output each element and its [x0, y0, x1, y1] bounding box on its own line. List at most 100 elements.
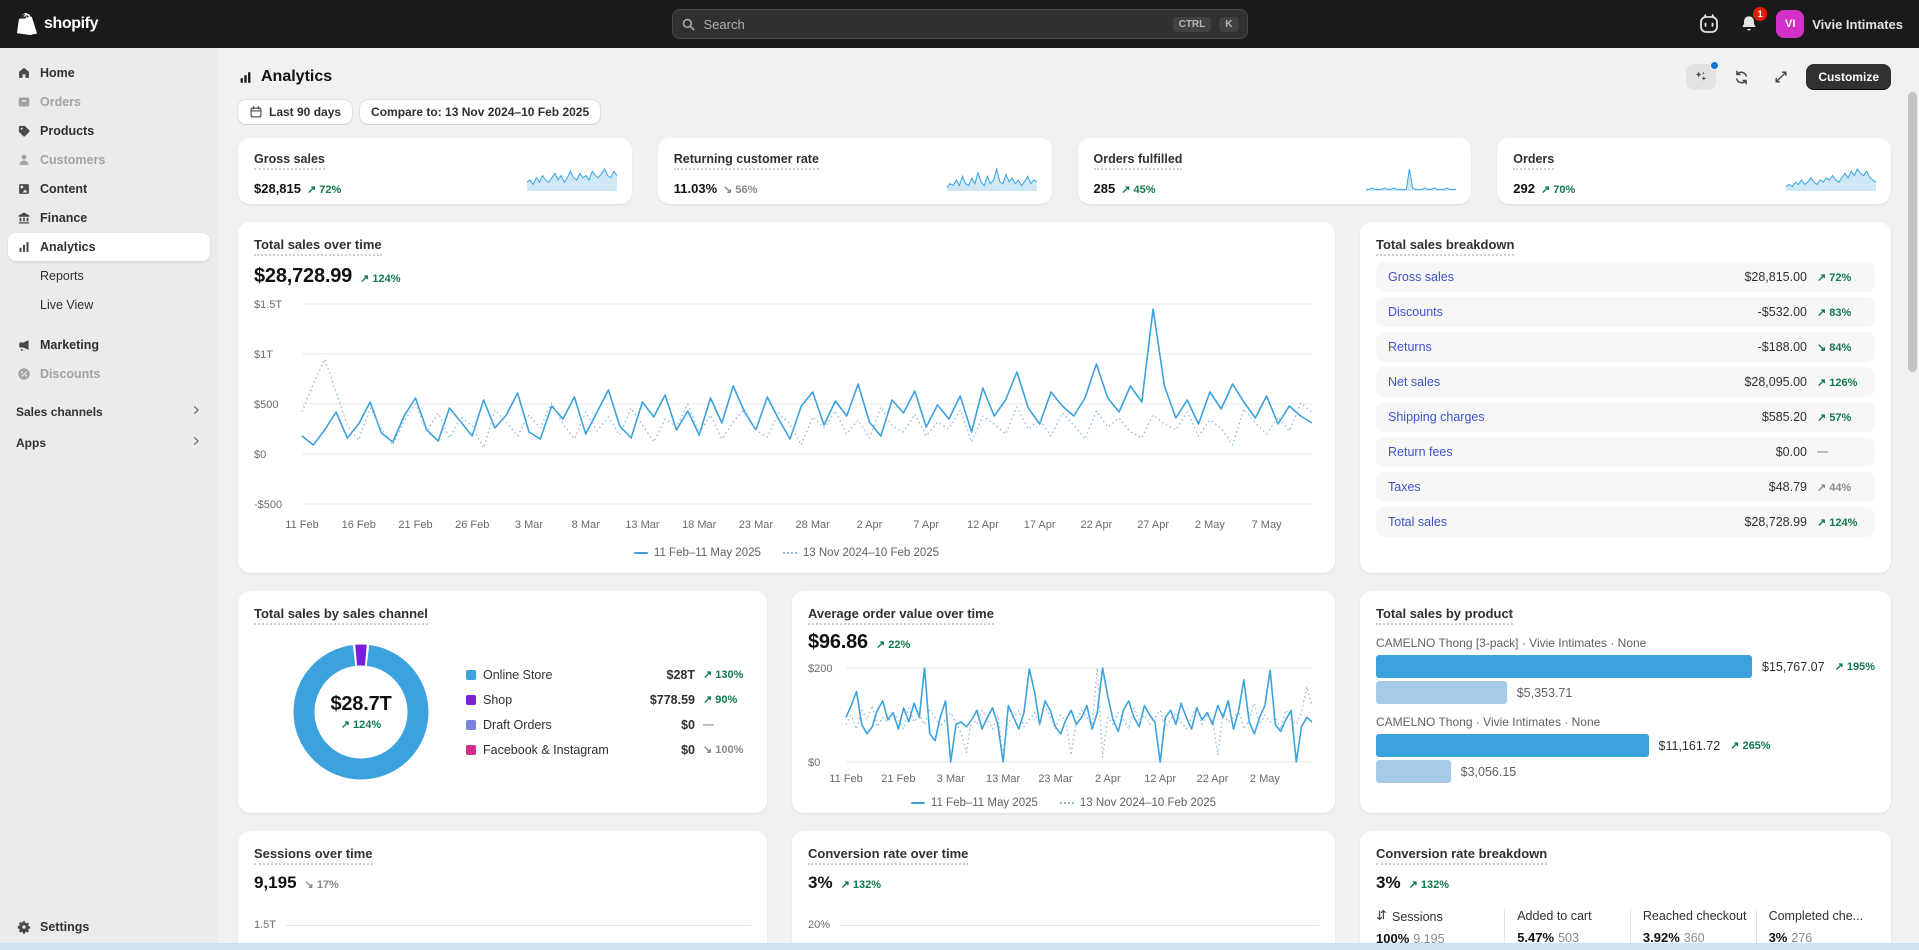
aov-value: $96.86 — [808, 631, 868, 654]
scrollbar-thumb[interactable] — [1908, 92, 1917, 372]
funnel-step-label: Added to cart — [1517, 909, 1591, 923]
legend-dotted-line-swatch — [1060, 802, 1074, 804]
sidebar-item-analytics[interactable]: Analytics — [8, 233, 210, 261]
sidekick-assistant-button[interactable] — [1696, 11, 1722, 37]
svg-text:$500: $500 — [254, 399, 278, 411]
marketing-icon — [16, 337, 32, 353]
breakdown-row-label[interactable]: Discounts — [1388, 305, 1758, 319]
metric-card-returning-customer-rate[interactable]: Returning customer rate11.03%↘ 56% — [658, 138, 1052, 204]
delta-badge-up: ↗ 124% — [341, 718, 381, 731]
total-sales-over-time-card: Total sales over time $28,728.99 ↗ 124% … — [238, 222, 1335, 573]
store-avatar: VI — [1776, 10, 1804, 38]
svg-text:2 Apr: 2 Apr — [1095, 773, 1121, 785]
sidebar-item-orders[interactable]: Orders — [8, 88, 210, 116]
card-title[interactable]: Sessions over time — [254, 846, 373, 865]
breakdown-row-discounts[interactable]: Discounts-$532.00↗ 83% — [1376, 297, 1875, 327]
breakdown-row-return-fees[interactable]: Return fees$0.00— — [1376, 437, 1875, 467]
channel-donut-chart[interactable]: $28.7T ↗ 124% — [286, 637, 436, 787]
aov-line-chart[interactable]: $200$011 Feb21 Feb3 Mar13 Mar23 Mar2 Apr… — [808, 658, 1319, 791]
shopify-bag-icon — [16, 12, 38, 36]
card-title[interactable]: Total sales over time — [254, 237, 382, 256]
logo-text: shopify — [44, 15, 98, 33]
breakdown-row-gross-sales[interactable]: Gross sales$28,815.00↗ 72% — [1376, 262, 1875, 292]
delta-badge-up: ↗ 124% — [1817, 516, 1863, 529]
card-title[interactable]: Average order value over time — [808, 606, 994, 625]
breakdown-row-label[interactable]: Returns — [1388, 340, 1758, 354]
notifications-button[interactable]: 1 — [1736, 11, 1762, 37]
delta-badge-up: ↗ 72% — [1817, 271, 1863, 284]
sidebar-item-marketing[interactable]: Marketing — [8, 331, 210, 359]
funnel-step-label: Completed che... — [1769, 909, 1864, 923]
customize-button[interactable]: Customize — [1806, 64, 1891, 90]
breakdown-row-net-sales[interactable]: Net sales$28,095.00↗ 126% — [1376, 367, 1875, 397]
product-current-bar[interactable] — [1376, 655, 1752, 678]
ai-insights-button[interactable] — [1686, 64, 1716, 90]
card-title[interactable]: Total sales breakdown — [1376, 237, 1514, 256]
channel-legend-row-shop[interactable]: Shop$778.59↗ 90% — [466, 687, 747, 712]
compare-button[interactable]: Compare to: 13 Nov 2024–10 Feb 2025 — [360, 100, 600, 124]
svg-text:18 Mar: 18 Mar — [682, 519, 717, 531]
search-input[interactable]: Search CTRL K — [672, 9, 1248, 39]
channel-name: Facebook & Instagram — [483, 743, 681, 757]
legend-label: 13 Nov 2024–10 Feb 2025 — [803, 547, 939, 559]
product-compare-bar-row: $3,056.15 — [1376, 760, 1875, 783]
metric-card-title: Orders fulfilled — [1094, 152, 1183, 170]
date-range-button[interactable]: Last 90 days — [238, 100, 352, 124]
total-sales-line-chart[interactable]: $1.5T$1T$500$0-$50011 Feb16 Feb21 Feb26 … — [254, 294, 1319, 537]
channel-legend-row-facebook-instagram[interactable]: Facebook & Instagram$0↘ 100% — [466, 737, 747, 762]
card-title[interactable]: Conversion rate breakdown — [1376, 846, 1547, 865]
breakdown-row-label[interactable]: Taxes — [1388, 480, 1769, 494]
delta-badge-up: ↗ 195% — [1835, 660, 1875, 673]
sidebar-section-sales-channels[interactable]: Sales channels — [16, 404, 202, 419]
sidebar-item-settings[interactable]: Settings — [8, 913, 210, 941]
delta-badge-up: ↗ 130% — [703, 668, 747, 681]
sidebar-item-live-view[interactable]: Live View — [8, 291, 210, 319]
sidebar-item-customers[interactable]: Customers — [8, 146, 210, 174]
refresh-button[interactable] — [1726, 64, 1756, 90]
channel-legend-row-online-store[interactable]: Online Store$28T↗ 130% — [466, 662, 747, 687]
fullscreen-button[interactable] — [1766, 64, 1796, 90]
funnel-step-header: Sessions — [1376, 909, 1504, 924]
sidebar-item-home[interactable]: Home — [8, 59, 210, 87]
sidebar-item-products[interactable]: Products — [8, 117, 210, 145]
breakdown-row-label[interactable]: Net sales — [1388, 375, 1744, 389]
card-title[interactable]: Conversion rate over time — [808, 846, 968, 865]
product-current-bar[interactable] — [1376, 734, 1649, 757]
delta-badge-up: ↗ 45% — [1121, 183, 1155, 196]
vertical-scrollbar[interactable] — [1906, 48, 1919, 943]
sidebar-section-apps[interactable]: Apps — [16, 435, 202, 450]
metric-card-gross-sales[interactable]: Gross sales$28,815↗ 72% — [238, 138, 632, 204]
sort-arrows-icon[interactable] — [1376, 909, 1387, 924]
breakdown-row-taxes[interactable]: Taxes$48.79↗ 44% — [1376, 472, 1875, 502]
sidekick-icon — [1698, 13, 1720, 35]
product-compare-bar[interactable] — [1376, 681, 1507, 704]
svg-text:17 Apr: 17 Apr — [1024, 519, 1056, 531]
sidebar-item-content[interactable]: Content — [8, 175, 210, 203]
breakdown-row-returns[interactable]: Returns-$188.00↘ 84% — [1376, 332, 1875, 362]
card-title[interactable]: Total sales by sales channel — [254, 606, 428, 625]
sidebar-item-finance[interactable]: Finance — [8, 204, 210, 232]
metric-card-orders[interactable]: Orders292↗ 70% — [1497, 138, 1891, 204]
card-title[interactable]: Total sales by product — [1376, 606, 1513, 625]
breakdown-row-label[interactable]: Shipping charges — [1388, 410, 1762, 424]
sidebar-item-discounts[interactable]: Discounts — [8, 360, 210, 388]
ai-new-dot — [1710, 61, 1719, 70]
breakdown-row-total-sales[interactable]: Total sales$28,728.99↗ 124% — [1376, 507, 1875, 537]
funnel-step-label: Reached checkout — [1643, 909, 1747, 923]
delta-badge-down: ↘ 84% — [1817, 341, 1863, 354]
breakdown-row-label[interactable]: Total sales — [1388, 515, 1744, 529]
svg-text:7 May: 7 May — [1252, 519, 1282, 531]
gear-icon — [16, 919, 32, 935]
product-compare-bar[interactable] — [1376, 760, 1451, 783]
sidebar-item-reports[interactable]: Reports — [8, 262, 210, 290]
breakdown-row-shipping-charges[interactable]: Shipping charges$585.20↗ 57% — [1376, 402, 1875, 432]
channel-legend-row-draft-orders[interactable]: Draft Orders$0— — [466, 712, 747, 737]
metric-value: $28,815 — [254, 181, 301, 196]
breakdown-row-label[interactable]: Gross sales — [1388, 270, 1744, 284]
shopify-logo[interactable]: shopify — [16, 12, 98, 36]
metric-card-orders-fulfilled[interactable]: Orders fulfilled285↗ 45% — [1078, 138, 1472, 204]
store-menu[interactable]: VI Vivie Intimates — [1776, 10, 1903, 38]
channel-name: Online Store — [483, 668, 667, 682]
breakdown-row-label[interactable]: Return fees — [1388, 445, 1776, 459]
search-icon — [681, 17, 696, 32]
